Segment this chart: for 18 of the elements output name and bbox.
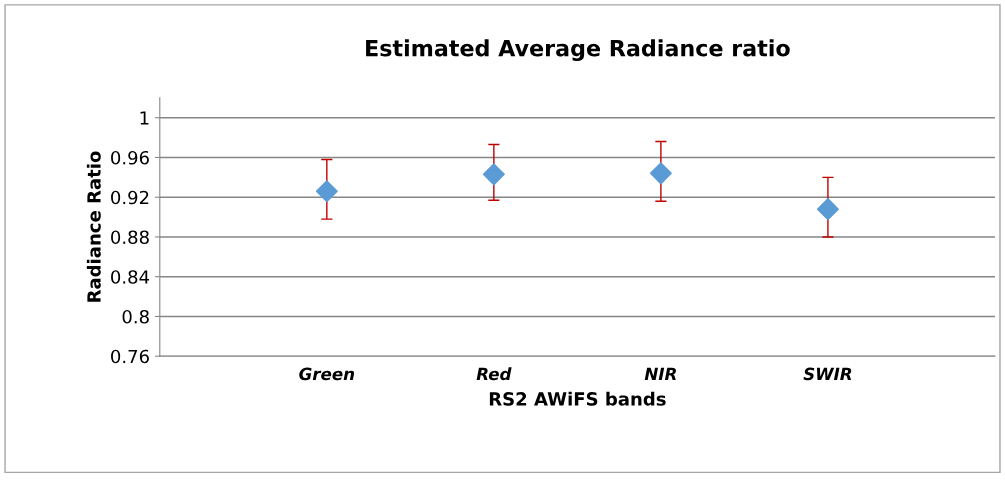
point <box>315 180 338 203</box>
y-tick-label: 0.8 <box>122 309 149 324</box>
point <box>482 163 505 186</box>
y-tick-label: 1 <box>140 111 149 125</box>
y-tick-label: 0.88 <box>111 230 149 245</box>
x-tick-label: Red <box>476 367 512 381</box>
y-tick-label: 0.76 <box>111 349 149 364</box>
y-tick-label: 0.96 <box>111 150 149 165</box>
point <box>816 198 839 221</box>
point <box>649 162 672 185</box>
chart-title: Estimated Average Radiance ratio <box>366 39 790 61</box>
x-tick-label: Green <box>299 367 355 381</box>
y-axis-title: Radiance Ratio <box>86 151 101 302</box>
y-tick-label: 0.84 <box>111 270 150 284</box>
x-axis-title: RS2 AWiFS bands <box>489 391 666 406</box>
x-tick-label: NIR <box>644 367 676 380</box>
y-tick-label: 0.92 <box>111 190 149 205</box>
x-tick-label: SWIR <box>803 367 852 381</box>
